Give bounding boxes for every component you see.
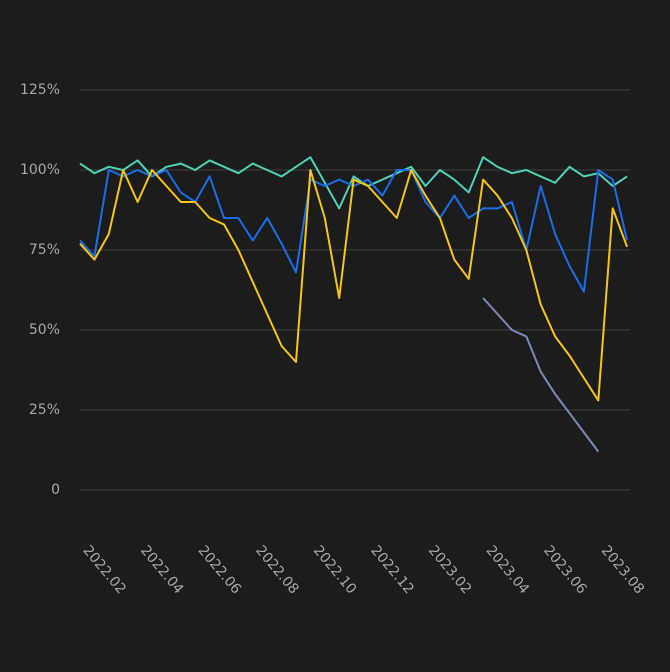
x-tick-label: 2022.08	[252, 543, 301, 598]
y-tick-label: 50%	[29, 322, 60, 338]
series-line	[79, 169, 629, 402]
y-tick-label: 125%	[20, 82, 60, 98]
x-tick-label: 2022.06	[195, 543, 245, 598]
y-tick-label: 75%	[29, 242, 60, 258]
y-tick-label: 25%	[29, 402, 60, 418]
x-tick-label: 2023.02	[425, 543, 474, 598]
series-line	[482, 297, 600, 453]
x-tick-label: 2022.12	[367, 543, 416, 598]
x-tick-label: 2022.04	[137, 543, 187, 598]
x-tick-label: 2022.02	[79, 543, 128, 598]
x-tick-label: 2023.06	[540, 543, 590, 598]
x-tick-label: 2023.08	[598, 543, 647, 598]
x-tick-label: 2023.04	[483, 543, 533, 598]
x-tick-label: 2022.10	[310, 543, 359, 598]
y-tick-label: 0	[51, 482, 60, 498]
y-tick-label: 100%	[20, 162, 60, 178]
series-line	[79, 156, 628, 210]
